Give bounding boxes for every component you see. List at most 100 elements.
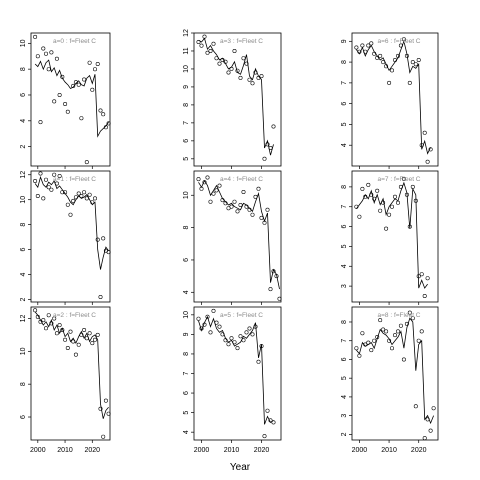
- observed-point: [392, 57, 397, 62]
- observed-point: [205, 175, 210, 180]
- observed-point: [205, 50, 210, 55]
- observed-point: [256, 359, 261, 364]
- observed-point: [208, 330, 213, 335]
- observed-point: [389, 204, 394, 209]
- observed-point: [202, 322, 207, 327]
- panel-label: a=2 : f=Fleet C: [53, 312, 96, 319]
- observed-point: [253, 70, 258, 75]
- y-tick-label: 6: [183, 258, 190, 262]
- fitted-line: [34, 59, 109, 138]
- fitted-line: [356, 317, 434, 425]
- observed-point: [93, 67, 98, 72]
- observed-point: [41, 196, 46, 201]
- observed-point: [250, 81, 255, 86]
- y-tick-label: 5: [183, 157, 190, 161]
- panels-layer: 2 4 6 8 10 a=0 : f=Fleet C 2 4 6 8 10 12 a=1 : f=Fle…: [20, 29, 439, 454]
- observed-point: [401, 37, 406, 42]
- panel-frame: [193, 170, 282, 303]
- observed-point: [98, 108, 103, 113]
- observed-point: [196, 177, 201, 182]
- y-tick-label: 4: [341, 143, 348, 147]
- observed-point: [93, 196, 98, 201]
- observed-point: [241, 56, 246, 61]
- observed-point: [106, 411, 111, 416]
- panel-frame: [351, 170, 439, 303]
- observed-point: [73, 195, 78, 200]
- panel-frame: [193, 32, 282, 167]
- observed-point: [395, 200, 400, 205]
- observed-point: [49, 187, 54, 192]
- observed-point: [211, 41, 216, 46]
- observed-point: [425, 417, 430, 422]
- observed-point: [33, 308, 38, 313]
- observed-point: [372, 51, 377, 56]
- observed-point: [387, 80, 392, 85]
- observed-point: [229, 204, 234, 209]
- observed-point: [244, 61, 249, 66]
- observed-point: [392, 333, 397, 338]
- observed-point: [54, 181, 59, 186]
- observed-point: [431, 406, 436, 411]
- observed-point: [68, 329, 73, 334]
- observed-point: [410, 60, 415, 65]
- observed-point: [41, 46, 46, 51]
- observed-point: [76, 191, 81, 196]
- observed-point: [71, 339, 76, 344]
- y-tick-label: 8: [183, 226, 190, 230]
- observed-point: [389, 68, 394, 73]
- observed-point: [232, 340, 237, 345]
- panel-a-1: 2 4 6 8 10 12 a=1 : f=Fleet C: [20, 170, 111, 305]
- observed-point: [416, 338, 421, 343]
- panel-a-0: 2 4 6 8 10 a=0 : f=Fleet C: [20, 32, 111, 169]
- observed-point: [101, 236, 106, 241]
- observed-point: [354, 45, 359, 50]
- panel-label: a=4 : f=Fleet C: [220, 176, 263, 183]
- observed-point: [395, 329, 400, 334]
- observed-point: [357, 353, 362, 358]
- y-tick-label: 8: [341, 320, 348, 324]
- observed-point: [46, 67, 51, 72]
- y-tick-label: 3: [341, 284, 348, 288]
- observed-point: [226, 206, 231, 211]
- observed-point: [217, 61, 222, 66]
- y-tick-label: 6: [183, 139, 190, 143]
- panel-label: a=7 : f=Fleet C: [378, 176, 421, 183]
- observed-point: [63, 190, 68, 195]
- y-tick-label: 10: [20, 347, 27, 355]
- y-tick-label: 6: [341, 225, 348, 229]
- observed-point: [79, 332, 84, 337]
- observed-point: [208, 48, 213, 53]
- y-tick-label: 6: [341, 102, 348, 106]
- observed-point: [235, 209, 240, 214]
- y-tick-label: 3: [341, 414, 348, 418]
- observed-point: [232, 48, 237, 53]
- observed-point: [247, 207, 252, 212]
- x-tick-label: 2000: [30, 447, 46, 454]
- panel-frame: [30, 306, 111, 441]
- observed-point: [398, 184, 403, 189]
- observed-point: [57, 174, 62, 179]
- observed-point: [271, 124, 276, 129]
- observed-point: [35, 314, 40, 319]
- observed-point: [404, 321, 409, 326]
- observed-point: [360, 43, 365, 48]
- observed-point: [202, 34, 207, 39]
- observed-point: [366, 43, 371, 48]
- y-tick-label: 6: [20, 93, 27, 97]
- observed-point: [63, 102, 68, 107]
- observed-point: [259, 215, 264, 220]
- observed-point: [372, 196, 377, 201]
- observed-point: [90, 200, 95, 205]
- observed-point: [95, 61, 100, 66]
- panel-a-6: 4 5 6 7 8 9 a=6 : f=Fleet C: [341, 32, 439, 169]
- observed-point: [238, 203, 243, 208]
- x-tick-label: 2020: [85, 447, 101, 454]
- observed-point: [41, 318, 46, 323]
- observed-point: [354, 346, 359, 351]
- observed-point: [271, 269, 276, 274]
- observed-point: [277, 296, 282, 301]
- observed-point: [101, 434, 106, 439]
- y-tick-label: 6: [183, 391, 190, 395]
- observed-point: [43, 51, 48, 56]
- observed-point: [274, 274, 279, 279]
